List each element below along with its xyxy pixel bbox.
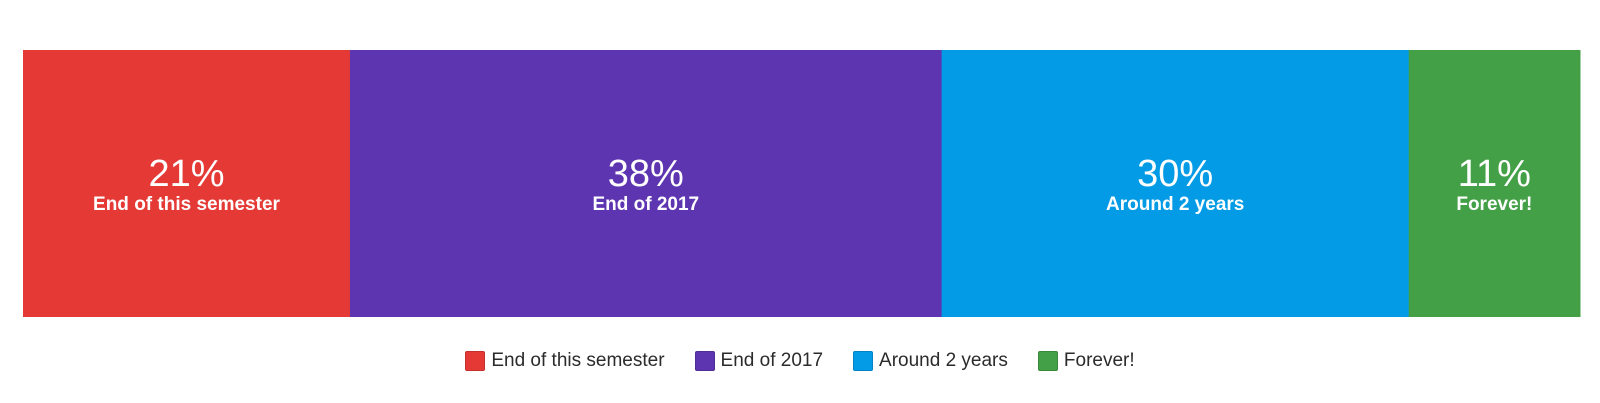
bar-segment-end-of-this-semester[interactable] [23,50,351,317]
bar-segment-end-of-2017[interactable] [349,50,943,317]
legend-item-around-2-years[interactable]: Around 2 years [853,350,1008,372]
data-label-percent: 11% [1458,153,1531,195]
bar-segment-forever[interactable] [1408,50,1581,317]
bar-segment-around-2-years[interactable] [941,50,1410,317]
legend-swatch [853,351,874,371]
legend-swatch [465,351,486,371]
legend-label: End of this semester [491,350,665,371]
legend-swatch [1037,351,1058,371]
legend-item-end-of-this-semester[interactable]: End of this semester [465,350,665,372]
data-label-category: Forever! [1456,194,1532,215]
legend-item-end-of-2017[interactable]: End of 2017 [694,350,824,372]
legend-item-forever[interactable]: Forever! [1037,350,1135,372]
legend-label: End of 2017 [720,350,824,371]
bar-segment-group: 21%End of this semester [23,50,351,317]
data-label-percent: 21% [148,153,224,195]
chart-legend: End of this semester End of 2017 Around 2 … [0,346,1600,376]
legend-label: Around 2 years [879,350,1008,371]
data-label-category: Around 2 years [1106,194,1244,215]
data-label-percent: 38% [608,153,684,195]
data-label-category: End of 2017 [592,194,699,215]
bar-segment-group: 11%Forever! [1408,50,1581,317]
bar-segment-group: 38%End of 2017 [349,50,943,317]
bar-segment-group: 30%Around 2 years [941,50,1410,317]
legend-swatch [694,351,715,371]
data-label-category: End of this semester [93,194,280,215]
data-label-percent: 30% [1137,153,1213,195]
legend-label: Forever! [1063,350,1135,371]
